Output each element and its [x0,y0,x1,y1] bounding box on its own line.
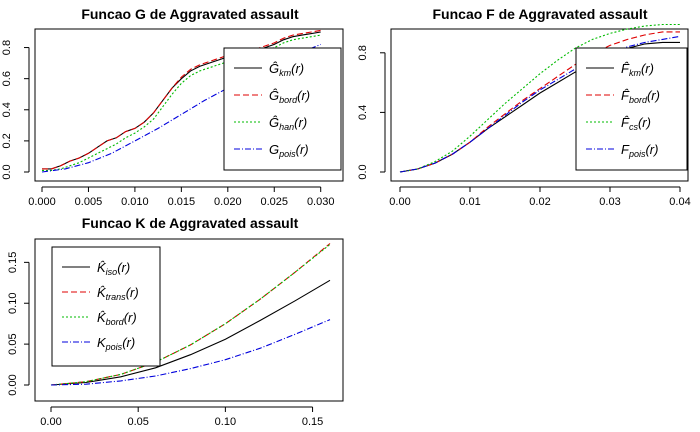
legend-label-arg: (r) [638,115,651,130]
x-tick-label: 0.15 [302,416,323,428]
legend-label-base: K̂ [97,260,107,275]
legend-label-base: Ĝ [269,61,279,76]
legend-label-arg: (r) [122,335,135,350]
plot-frame [34,28,344,182]
x-tick-label: 0.10 [215,416,236,428]
legend-label-base: K̂ [97,285,107,300]
legend-label: F̂cs(r) [621,115,651,132]
legend-label: Gpois(r) [269,142,309,159]
x-tick-label: 0.00 [40,416,61,428]
chart-title: Funcao F de Aggravated assault [433,6,648,22]
legend-label-arg: (r) [117,260,130,275]
legend: F̂km(r)F̂bord(r)F̂cs(r)Fpois(r) [575,47,688,171]
legend-label-subscript: pois [628,149,646,159]
legend: Ĝkm(r)Ĝbord(r)Ĝhan(r)Gpois(r) [223,47,342,171]
x-tick-label: 0.03 [599,196,620,208]
y-tick-label: 0.10 [7,293,19,314]
y-tick-label: 0.4 [357,105,369,120]
legend-label-subscript: han [279,122,294,132]
y-tick-label: 0.15 [7,252,19,273]
legend-label-subscript: km [629,68,642,78]
legend-label-arg: (r) [291,61,304,76]
legend-label-subscript: cs [629,122,639,132]
series-line-pois [50,319,331,386]
y-tick-label: 0.8 [357,45,369,60]
x-tick-label: 0.030 [307,196,335,208]
legend-label-base: Ĝ [269,88,279,103]
series-line-iso [50,279,331,386]
y-tick-label: 0.8 [1,40,13,55]
x-tick-label: 0.020 [214,196,242,208]
legend: K̂iso(r)K̂trans(r)K̂bord(r)Kpois(r) [51,246,161,367]
legend-label-subscript: trans [106,292,127,302]
x-tick-label: 0.01 [459,196,480,208]
legend-label: Ĝkm(r) [269,61,304,78]
legend-label-subscript: iso [106,267,118,277]
panel-k: Funcao K de Aggravated assault 0.00 0.05 0.… [7,215,344,428]
legend-label-arg: (r) [126,285,139,300]
y-tick-label: 0.4 [1,102,13,117]
x-tick-label: 0.00 [389,196,410,208]
x-tick-label: 0.005 [75,196,103,208]
x-tick-label: 0.05 [127,416,148,428]
legend-label-base: F [621,142,630,157]
legend-label-arg: (r) [124,310,137,325]
plot-frame [390,28,689,182]
series-line-pois [399,35,681,173]
legend-label-base: G [269,142,279,157]
y-tick-label: 0.6 [1,71,13,86]
legend-label-base: Ĝ [269,115,279,130]
legend-box [223,47,342,171]
panel-g: Funcao G de Aggravated assault 0.000 0.005… [1,6,344,208]
x-tick-label: 0.04 [669,196,690,208]
y-tick-label: 0.00 [7,374,19,395]
legend-label-subscript: bord [629,95,648,105]
legend-label: F̂bord(r) [621,88,660,105]
legend-label: Fpois(r) [621,142,658,159]
y-tick-label: 0.0 [357,164,369,179]
x-tick-label: 0.000 [28,196,56,208]
chart-title: Funcao G de Aggravated assault [81,6,299,22]
legend-label: F̂km(r) [621,61,654,78]
legend-label-subscript: pois [278,149,296,159]
y-tick-label: 0.0 [1,164,13,179]
legend-label-base: K [97,335,107,350]
x-tick-label: 0.025 [260,196,288,208]
legend-label: Ĝhan(r) [269,115,307,132]
legend-label: Ĝbord(r) [269,88,310,105]
legend-label-arg: (r) [297,88,310,103]
legend-label-subscript: pois [105,342,123,352]
legend-label-subscript: bord [106,317,125,327]
legend-label: Kpois(r) [97,335,135,352]
legend-label-arg: (r) [294,115,307,130]
legend-label: K̂trans(r) [97,285,139,302]
series-line-han [42,34,321,171]
legend-label-subscript: bord [279,95,298,105]
legend-label-base: K̂ [97,310,107,325]
legend-label: K̂iso(r) [97,260,130,277]
x-tick-label: 0.010 [121,196,149,208]
series-line-bord [42,29,321,170]
legend-label-arg: (r) [645,142,658,157]
legend-label-base: F̂ [621,61,630,76]
y-tick-label: 0.05 [7,333,19,354]
x-tick-label: 0.015 [168,196,196,208]
series-line-trans [50,243,331,386]
legend-label-subscript: km [279,68,292,78]
legend-label-arg: (r) [641,61,654,76]
legend-label: K̂bord(r) [97,310,137,327]
plot-frame [34,238,344,402]
x-tick-label: 0.02 [529,196,550,208]
panel-f: Funcao F de Aggravated assault 0.00 0.01 0.… [357,6,691,208]
legend-label-base: F̂ [621,88,630,103]
legend-label-arg: (r) [296,142,309,157]
legend-label-arg: (r) [647,88,660,103]
y-tick-label: 0.2 [1,133,13,148]
legend-label-base: F̂ [621,115,630,130]
chart-title: Funcao K de Aggravated assault [82,215,299,231]
